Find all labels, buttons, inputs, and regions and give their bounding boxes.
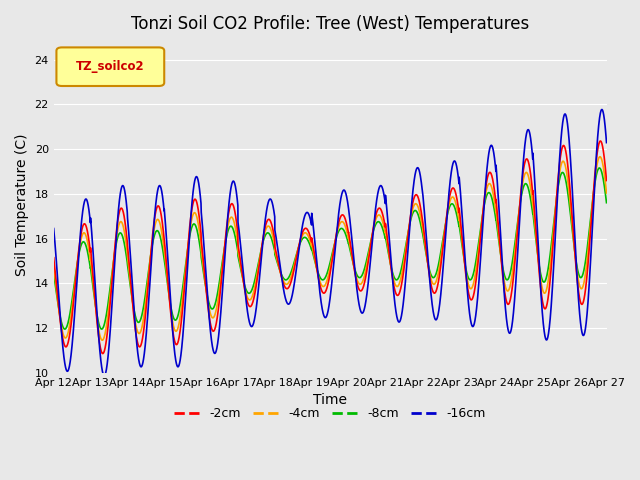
Title: Tonzi Soil CO2 Profile: Tree (West) Temperatures: Tonzi Soil CO2 Profile: Tree (West) Temp… bbox=[131, 15, 529, 33]
Legend: -2cm, -4cm, -8cm, -16cm: -2cm, -4cm, -8cm, -16cm bbox=[170, 402, 491, 425]
Text: TZ_soilco2: TZ_soilco2 bbox=[76, 60, 145, 73]
FancyBboxPatch shape bbox=[56, 48, 164, 86]
Y-axis label: Soil Temperature (C): Soil Temperature (C) bbox=[15, 134, 29, 276]
X-axis label: Time: Time bbox=[313, 394, 347, 408]
